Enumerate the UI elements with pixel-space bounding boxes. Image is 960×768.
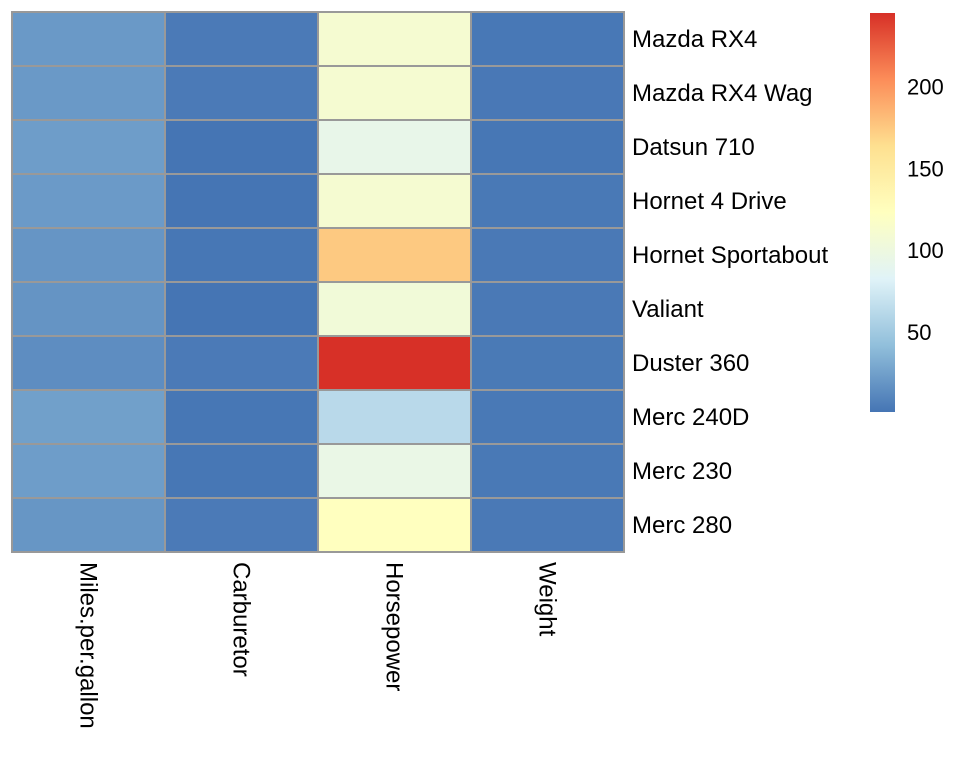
legend-tick-label-50: 50 xyxy=(907,320,931,345)
legend-tick-label-100: 100 xyxy=(907,238,944,263)
heatmap-cells xyxy=(11,11,625,553)
cell-valiant-carburetor xyxy=(164,281,319,337)
cell-hornet-sportabout-miles-per-gallon xyxy=(11,227,166,283)
cell-valiant-weight xyxy=(470,281,625,337)
cell-mazda-rx4-weight xyxy=(470,11,625,67)
cell-duster-360-carburetor xyxy=(164,335,319,391)
cell-merc-280-horsepower xyxy=(317,497,472,553)
cell-mazda-rx4-wag-weight xyxy=(470,65,625,121)
row-label-merc-280: Merc 280 xyxy=(632,512,732,539)
legend-color-bar xyxy=(870,13,895,412)
cell-hornet-sportabout-weight xyxy=(470,227,625,283)
cell-duster-360-weight xyxy=(470,335,625,391)
cell-merc-240d-carburetor xyxy=(164,389,319,445)
legend-ticks: 50 100 150 200 xyxy=(907,75,944,345)
cell-hornet-4-drive-weight xyxy=(470,173,625,229)
cell-merc-280-miles-per-gallon xyxy=(11,497,166,553)
row-label-datsun-710: Datsun 710 xyxy=(632,134,755,161)
row-label-mazda-rx4: Mazda RX4 xyxy=(632,26,757,53)
cell-hornet-4-drive-horsepower xyxy=(317,173,472,229)
column-label-weight: Weight xyxy=(534,562,561,637)
cell-merc-230-horsepower xyxy=(317,443,472,499)
cell-mazda-rx4-miles-per-gallon xyxy=(11,11,166,67)
column-label-horsepower: Horsepower xyxy=(381,562,408,691)
row-label-hornet-sportabout: Hornet Sportabout xyxy=(632,242,828,269)
cell-datsun-710-carburetor xyxy=(164,119,319,175)
cell-merc-230-carburetor xyxy=(164,443,319,499)
column-label-miles-per-gallon: Miles.per.gallon xyxy=(75,562,102,729)
cell-datsun-710-horsepower xyxy=(317,119,472,175)
row-label-valiant: Valiant xyxy=(632,296,704,323)
row-label-hornet-4-drive: Hornet 4 Drive xyxy=(632,188,787,215)
cell-mazda-rx4-horsepower xyxy=(317,11,472,67)
cell-valiant-horsepower xyxy=(317,281,472,337)
cell-mazda-rx4-wag-horsepower xyxy=(317,65,472,121)
cell-duster-360-horsepower xyxy=(317,335,472,391)
cell-duster-360-miles-per-gallon xyxy=(11,335,166,391)
row-labels: Mazda RX4 Mazda RX4 Wag Datsun 710 Hornet 4… xyxy=(632,26,828,539)
cell-merc-280-weight xyxy=(470,497,625,553)
color-legend: 50 100 150 200 xyxy=(870,13,944,412)
cell-merc-230-miles-per-gallon xyxy=(11,443,166,499)
cell-hornet-sportabout-carburetor xyxy=(164,227,319,283)
legend-tick-label-200: 200 xyxy=(907,75,944,100)
cell-hornet-4-drive-miles-per-gallon xyxy=(11,173,166,229)
cell-datsun-710-weight xyxy=(470,119,625,175)
cell-merc-240d-weight xyxy=(470,389,625,445)
cell-valiant-miles-per-gallon xyxy=(11,281,166,337)
cell-hornet-sportabout-horsepower xyxy=(317,227,472,283)
row-label-mazda-rx4-wag: Mazda RX4 Wag xyxy=(632,80,813,107)
legend-tick-label-150: 150 xyxy=(907,156,944,181)
cell-merc-240d-horsepower xyxy=(317,389,472,445)
cell-merc-240d-miles-per-gallon xyxy=(11,389,166,445)
row-label-merc-230: Merc 230 xyxy=(632,458,732,485)
cell-hornet-4-drive-carburetor xyxy=(164,173,319,229)
cell-mazda-rx4-wag-carburetor xyxy=(164,65,319,121)
cell-mazda-rx4-carburetor xyxy=(164,11,319,67)
row-label-merc-240d: Merc 240D xyxy=(632,404,749,431)
cell-datsun-710-miles-per-gallon xyxy=(11,119,166,175)
cell-merc-280-carburetor xyxy=(164,497,319,553)
row-label-duster-360: Duster 360 xyxy=(632,350,749,377)
cell-merc-230-weight xyxy=(470,443,625,499)
cell-mazda-rx4-wag-miles-per-gallon xyxy=(11,65,166,121)
column-labels: Miles.per.gallon Carburetor Horsepower Weig… xyxy=(75,562,561,729)
column-label-carburetor: Carburetor xyxy=(228,562,255,677)
